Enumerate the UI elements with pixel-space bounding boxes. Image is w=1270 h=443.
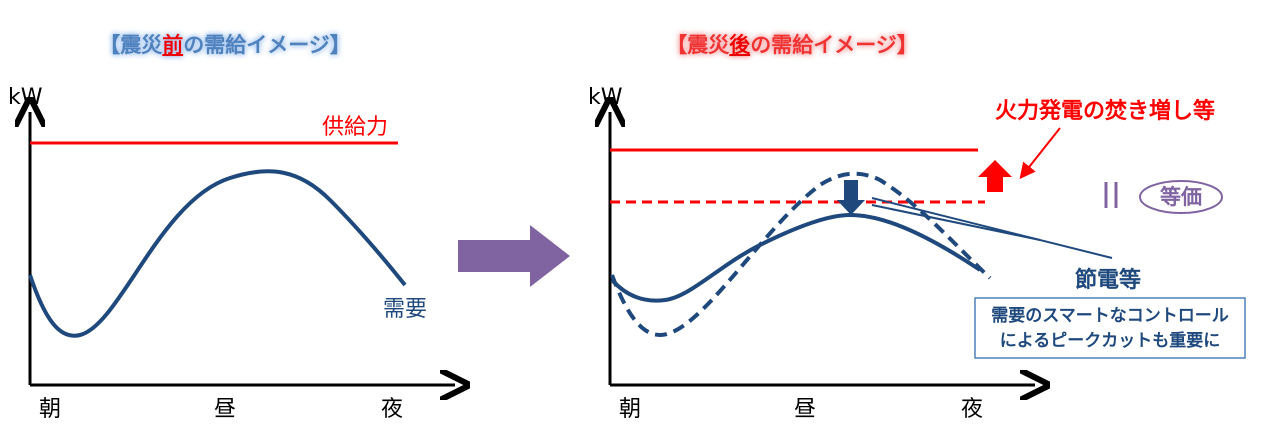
demand-curve xyxy=(28,169,407,338)
original-demand-curve xyxy=(610,171,992,338)
y-label: kW xyxy=(588,85,623,110)
x-label: 昼 xyxy=(794,397,816,422)
x-label: 夜 xyxy=(381,397,403,422)
supply-label: 供給力 xyxy=(322,115,388,140)
reduced-demand-curve xyxy=(610,212,982,303)
note-line: 需要のスマートなコントロール xyxy=(991,306,1229,326)
title-part: の需給イメージ】 xyxy=(750,33,918,57)
right-title: 【震災後の需給イメージ】 xyxy=(666,33,918,57)
title-part: の需給イメージ】 xyxy=(183,33,351,57)
equivalent-label: 等価 xyxy=(1160,185,1202,209)
left-title: 【震災前の需給イメージ】 xyxy=(99,33,351,57)
up-arrow xyxy=(978,160,1012,192)
title-part: 前 xyxy=(162,33,183,57)
saving-pointer xyxy=(871,197,1113,259)
saving-label: 節電等 xyxy=(1075,267,1141,293)
note-pointer xyxy=(1019,127,1061,180)
title-part: 【震災 xyxy=(666,33,730,57)
transition-arrow xyxy=(458,225,570,287)
y-label: kW xyxy=(8,85,43,110)
title-part: 【震災 xyxy=(99,33,163,57)
x-label: 朝 xyxy=(39,397,61,422)
saving-pointer xyxy=(871,204,1041,241)
note-line: によるピークカットも重要に xyxy=(1000,330,1221,351)
equivalent-oval xyxy=(1139,180,1223,214)
x-label: 夜 xyxy=(961,397,983,422)
x-label: 朝 xyxy=(619,397,641,422)
title-part: 後 xyxy=(729,33,751,57)
x-label: 昼 xyxy=(214,397,236,422)
note-box xyxy=(974,297,1246,359)
supply-note: 火力発電の焚き増し等 xyxy=(995,98,1215,124)
demand-label: 需要 xyxy=(383,297,427,322)
down-arrow xyxy=(837,180,865,215)
